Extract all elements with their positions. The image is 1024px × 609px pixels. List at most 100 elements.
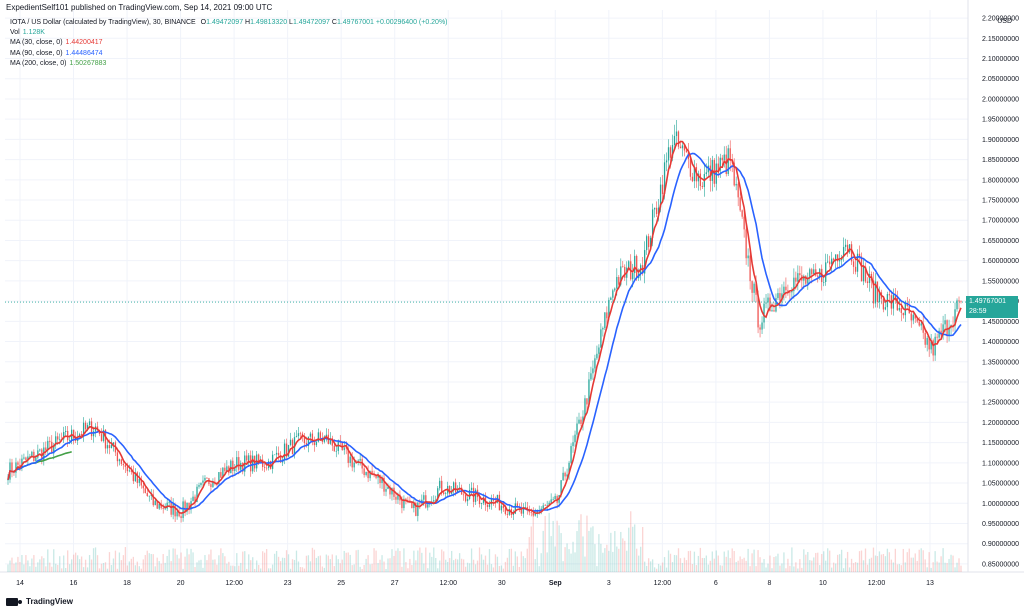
ma200-value: 1.50267883 (69, 59, 107, 67)
candle-body (90, 421, 93, 437)
volume-bar (413, 550, 415, 572)
candle-body (130, 470, 133, 472)
volume-bar (393, 555, 395, 572)
volume-bar (327, 555, 329, 572)
x-tick-label: 18 (123, 580, 131, 587)
volume-bar (317, 556, 320, 572)
volume-bar (868, 558, 871, 572)
candle-body (55, 436, 57, 446)
volume-bar (196, 562, 198, 572)
candle-body (866, 281, 869, 283)
volume-bar (389, 558, 391, 572)
volume-bar (345, 552, 347, 572)
volume-bar (763, 559, 765, 572)
candle-body (852, 261, 855, 267)
volume-bar (299, 566, 302, 572)
volume-bar (55, 563, 57, 572)
volume-bar (534, 559, 536, 572)
volume-bar (427, 568, 429, 572)
candle-body (100, 434, 103, 441)
y-tick-label: 2.00000000 (982, 96, 1019, 103)
candle-body (118, 459, 121, 462)
volume-bar (572, 541, 574, 572)
candle-body (196, 486, 198, 502)
volume-value: 1.128K (22, 29, 45, 37)
volume-bar (208, 554, 210, 572)
volume-bar (174, 548, 176, 572)
candle-body (170, 501, 172, 515)
candle-body (443, 492, 445, 494)
volume-bar (743, 557, 745, 572)
volume-bar (202, 567, 204, 572)
volume-bar (90, 559, 93, 572)
volume-bar (476, 560, 479, 572)
volume-bar (647, 558, 650, 572)
volume-bar (178, 558, 180, 572)
chart-legend: IOTA / US Dollar (calculated by TradingV… (10, 18, 448, 69)
volume-bar (417, 550, 419, 572)
volume-bar (958, 558, 960, 572)
candle-body (67, 430, 69, 441)
volume-bar (558, 525, 560, 572)
volume-bar (150, 553, 152, 572)
volume-bar (11, 557, 13, 572)
volume-bar (544, 515, 546, 572)
volume-bar (25, 555, 27, 572)
volume-bar (110, 565, 113, 572)
candle-body (767, 297, 769, 303)
candle-body (910, 313, 912, 321)
volume-bar (53, 549, 55, 572)
volume-bar (23, 564, 25, 572)
volume-bar (914, 553, 916, 572)
volume-bar (602, 552, 604, 572)
volume-bar (462, 559, 465, 572)
candle-body (542, 505, 544, 509)
volume-bar (642, 527, 644, 572)
candle-body (456, 488, 459, 493)
volume-bar (9, 560, 11, 572)
candle-body (823, 281, 825, 283)
candle-body (735, 183, 737, 186)
ohlc-values: O1.49472097 H1.49813320 L1.49472097 C1.4… (200, 19, 448, 26)
volume-bar (709, 560, 711, 572)
candle-body (148, 495, 150, 497)
candle-body (954, 309, 956, 326)
candle-body (655, 207, 658, 215)
volume-bar (468, 563, 471, 572)
candle-body (188, 502, 190, 509)
volume-bar (496, 556, 499, 572)
candle-body (600, 329, 602, 348)
candle-body (697, 173, 700, 182)
volume-bar (663, 557, 666, 572)
volume-bar (614, 531, 616, 572)
candle-body (689, 159, 692, 177)
y-tick-label: 1.95000000 (982, 117, 1019, 124)
volume-bar (580, 514, 582, 572)
candle-body (273, 454, 276, 456)
volume-bar (815, 552, 817, 572)
volume-bar (220, 548, 222, 572)
volume-bar (204, 555, 206, 572)
candle-body (445, 493, 447, 494)
volume-bar (944, 562, 946, 572)
volume-bar (431, 556, 433, 572)
candle-body (108, 445, 111, 449)
volume-bar (353, 564, 355, 572)
candle-body (413, 502, 415, 509)
volume-bar (596, 566, 598, 572)
volume-bar (795, 562, 797, 572)
ma30-row: MA (30, close, 0) 1.44200417 (10, 39, 103, 47)
volume-bar (385, 568, 387, 572)
candle-body (860, 256, 863, 282)
candle-body (397, 494, 399, 500)
candle-body (264, 466, 266, 468)
volume-bar (423, 563, 425, 572)
volume-bar (548, 512, 550, 572)
ma200-row: MA (200, close, 0) 1.50267883 (10, 59, 107, 67)
volume-bar (765, 567, 767, 572)
volume-bar (194, 567, 196, 572)
volume-bar (713, 558, 715, 572)
y-tick-label: 2.20000000 (982, 16, 1019, 23)
candle-body (568, 462, 570, 475)
